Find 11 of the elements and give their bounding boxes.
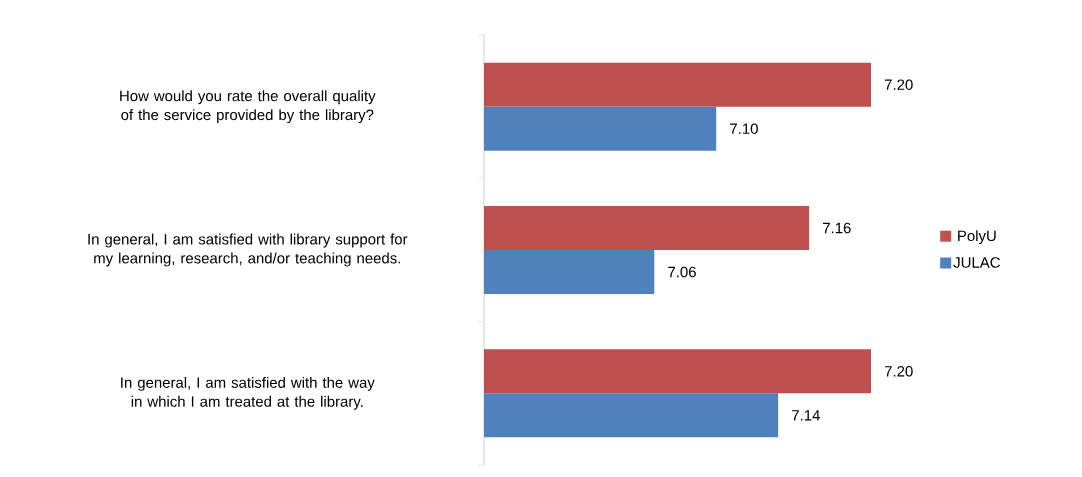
data-label: 7.14 <box>792 410 820 421</box>
legend-label: JULAC <box>953 257 1000 268</box>
data-label: 7.20 <box>884 79 913 90</box>
data-label: 7.16 <box>823 222 851 234</box>
y-tick-label: In general, I am satisfied with library support for my learning, research, and/or teaching needs. <box>88 233 408 267</box>
data-label: 7.10 <box>730 123 758 134</box>
data-label: 7.06 <box>668 266 696 278</box>
data-label: 7.20 <box>884 366 913 377</box>
y-tick-label: How would you rate the overall quality of the service provided by the library? <box>120 90 376 124</box>
y-tick-label: In general, I am satisfied with the way in which I am treated at the library. <box>121 376 375 410</box>
legend-label: PolyU <box>958 230 996 245</box>
